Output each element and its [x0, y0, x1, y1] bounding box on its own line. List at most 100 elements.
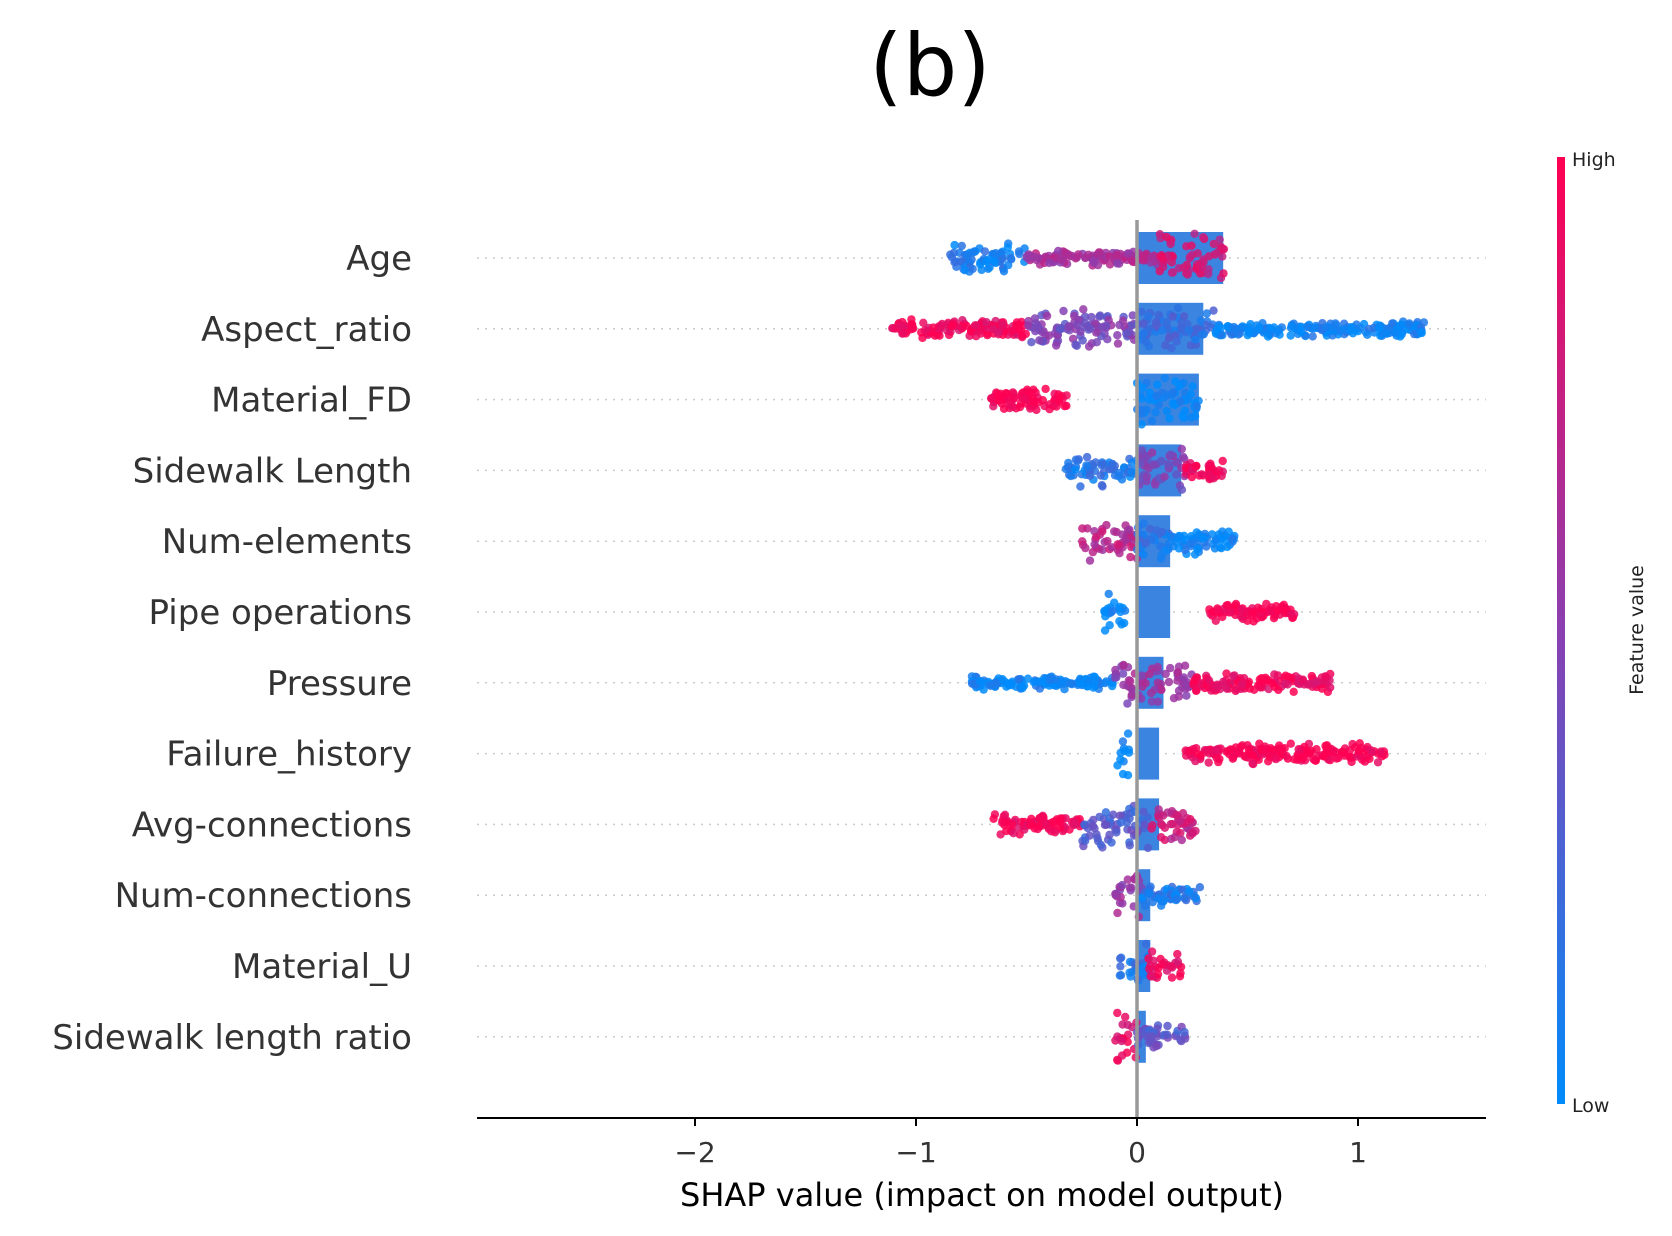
shap-point	[1035, 684, 1045, 693]
shap-point	[1066, 471, 1076, 481]
shap-point	[1226, 745, 1235, 754]
shap-point	[1164, 677, 1174, 687]
shap-point	[1113, 339, 1123, 348]
shap-point	[1030, 252, 1039, 262]
shap-point	[950, 240, 959, 250]
shap-point	[1064, 250, 1073, 259]
shap-point	[1154, 963, 1163, 972]
shap-point	[1126, 676, 1135, 686]
shap-point	[1164, 334, 1174, 343]
shap-point	[1146, 1037, 1155, 1046]
shap-point	[1345, 326, 1355, 336]
shap-point	[947, 253, 957, 262]
shap-point	[1334, 753, 1343, 763]
shap-point	[1035, 336, 1044, 345]
shap-point	[1211, 616, 1221, 625]
shap-point	[1248, 751, 1258, 760]
shap-point	[1376, 747, 1386, 756]
shap-point	[1085, 556, 1095, 565]
shap-point	[1186, 815, 1195, 824]
shap-points	[1100, 589, 1299, 635]
shap-point	[1215, 235, 1224, 244]
shap-point	[1138, 383, 1147, 392]
shap-point	[1054, 246, 1063, 256]
shap-point	[1124, 748, 1134, 757]
shap-point	[1211, 536, 1220, 545]
shap-points	[1111, 871, 1205, 921]
shap-point	[1293, 755, 1302, 764]
shap-point	[1059, 306, 1068, 316]
x-tick-label: 0	[1128, 1136, 1146, 1169]
shap-point	[1199, 534, 1208, 543]
shap-point	[1141, 539, 1150, 548]
shap-point	[1223, 600, 1233, 610]
shap-points	[1115, 939, 1186, 985]
shap-point	[1263, 332, 1273, 341]
shap-point	[1152, 526, 1161, 535]
shap-point	[1214, 605, 1223, 615]
shap-point	[1085, 471, 1095, 480]
shap-point	[1153, 697, 1163, 706]
shap-point	[1127, 468, 1136, 477]
shap-point	[987, 394, 996, 403]
shap-point	[920, 326, 930, 335]
shap-point	[1119, 661, 1128, 670]
colorbar-low-label: Low	[1572, 1095, 1609, 1117]
shap-point	[1118, 669, 1128, 678]
shap-point	[1179, 263, 1189, 272]
shap-point	[1155, 267, 1164, 276]
shap-point	[1078, 336, 1087, 345]
shap-point	[1021, 329, 1030, 339]
shap-point	[1185, 253, 1195, 263]
shap-point	[976, 677, 985, 686]
shap-point	[983, 330, 992, 340]
shap-point	[1180, 1027, 1189, 1037]
shap-point	[1057, 677, 1066, 686]
shap-point	[1317, 684, 1327, 693]
shap-point	[1180, 893, 1190, 902]
shap-point	[1181, 679, 1190, 689]
shap-points	[1078, 519, 1239, 565]
shap-point	[1286, 739, 1296, 748]
shap-point	[1405, 319, 1414, 328]
shap-point	[1095, 812, 1104, 822]
shap-point	[1221, 536, 1230, 545]
feature-label-num-connections: Num-connections	[115, 876, 412, 916]
shap-point	[1117, 1051, 1127, 1060]
feature-label-sidewalk-length-ratio: Sidewalk length ratio	[52, 1018, 412, 1058]
shap-point	[1064, 322, 1074, 331]
shap-point	[1204, 758, 1213, 767]
shap-point	[1139, 807, 1148, 816]
shap-point	[1091, 458, 1100, 467]
shap-point	[1197, 263, 1207, 272]
shap-point	[1218, 456, 1227, 466]
shap-point	[1172, 337, 1181, 346]
shap-point	[1054, 390, 1063, 399]
shap-point	[1307, 671, 1317, 681]
shap-point	[1337, 747, 1347, 757]
shap-point	[1087, 312, 1096, 322]
shap-point	[1160, 472, 1169, 481]
shap-point	[1246, 320, 1255, 329]
shap-point	[1176, 397, 1185, 406]
shap-point	[1140, 820, 1149, 829]
shap-point	[1204, 676, 1214, 685]
shap-points	[1061, 444, 1228, 494]
shap-point	[1298, 675, 1308, 684]
shap-point	[1112, 259, 1122, 268]
shap-point	[1158, 821, 1167, 830]
shap-point	[1062, 391, 1071, 400]
shap-point	[1126, 552, 1135, 562]
shap-point	[1118, 530, 1127, 539]
feature-label-aspect-ratio: Aspect_ratio	[201, 310, 412, 350]
shap-point	[1042, 311, 1052, 321]
shap-point	[1113, 540, 1122, 549]
shap-point	[1198, 330, 1207, 339]
shap-point	[970, 321, 980, 330]
feature-row-age	[477, 229, 1486, 284]
shap-points	[946, 229, 1229, 283]
shap-point	[1032, 405, 1041, 415]
shap-point	[1244, 326, 1253, 336]
shap-point	[1056, 814, 1065, 823]
shap-point	[1081, 543, 1090, 553]
